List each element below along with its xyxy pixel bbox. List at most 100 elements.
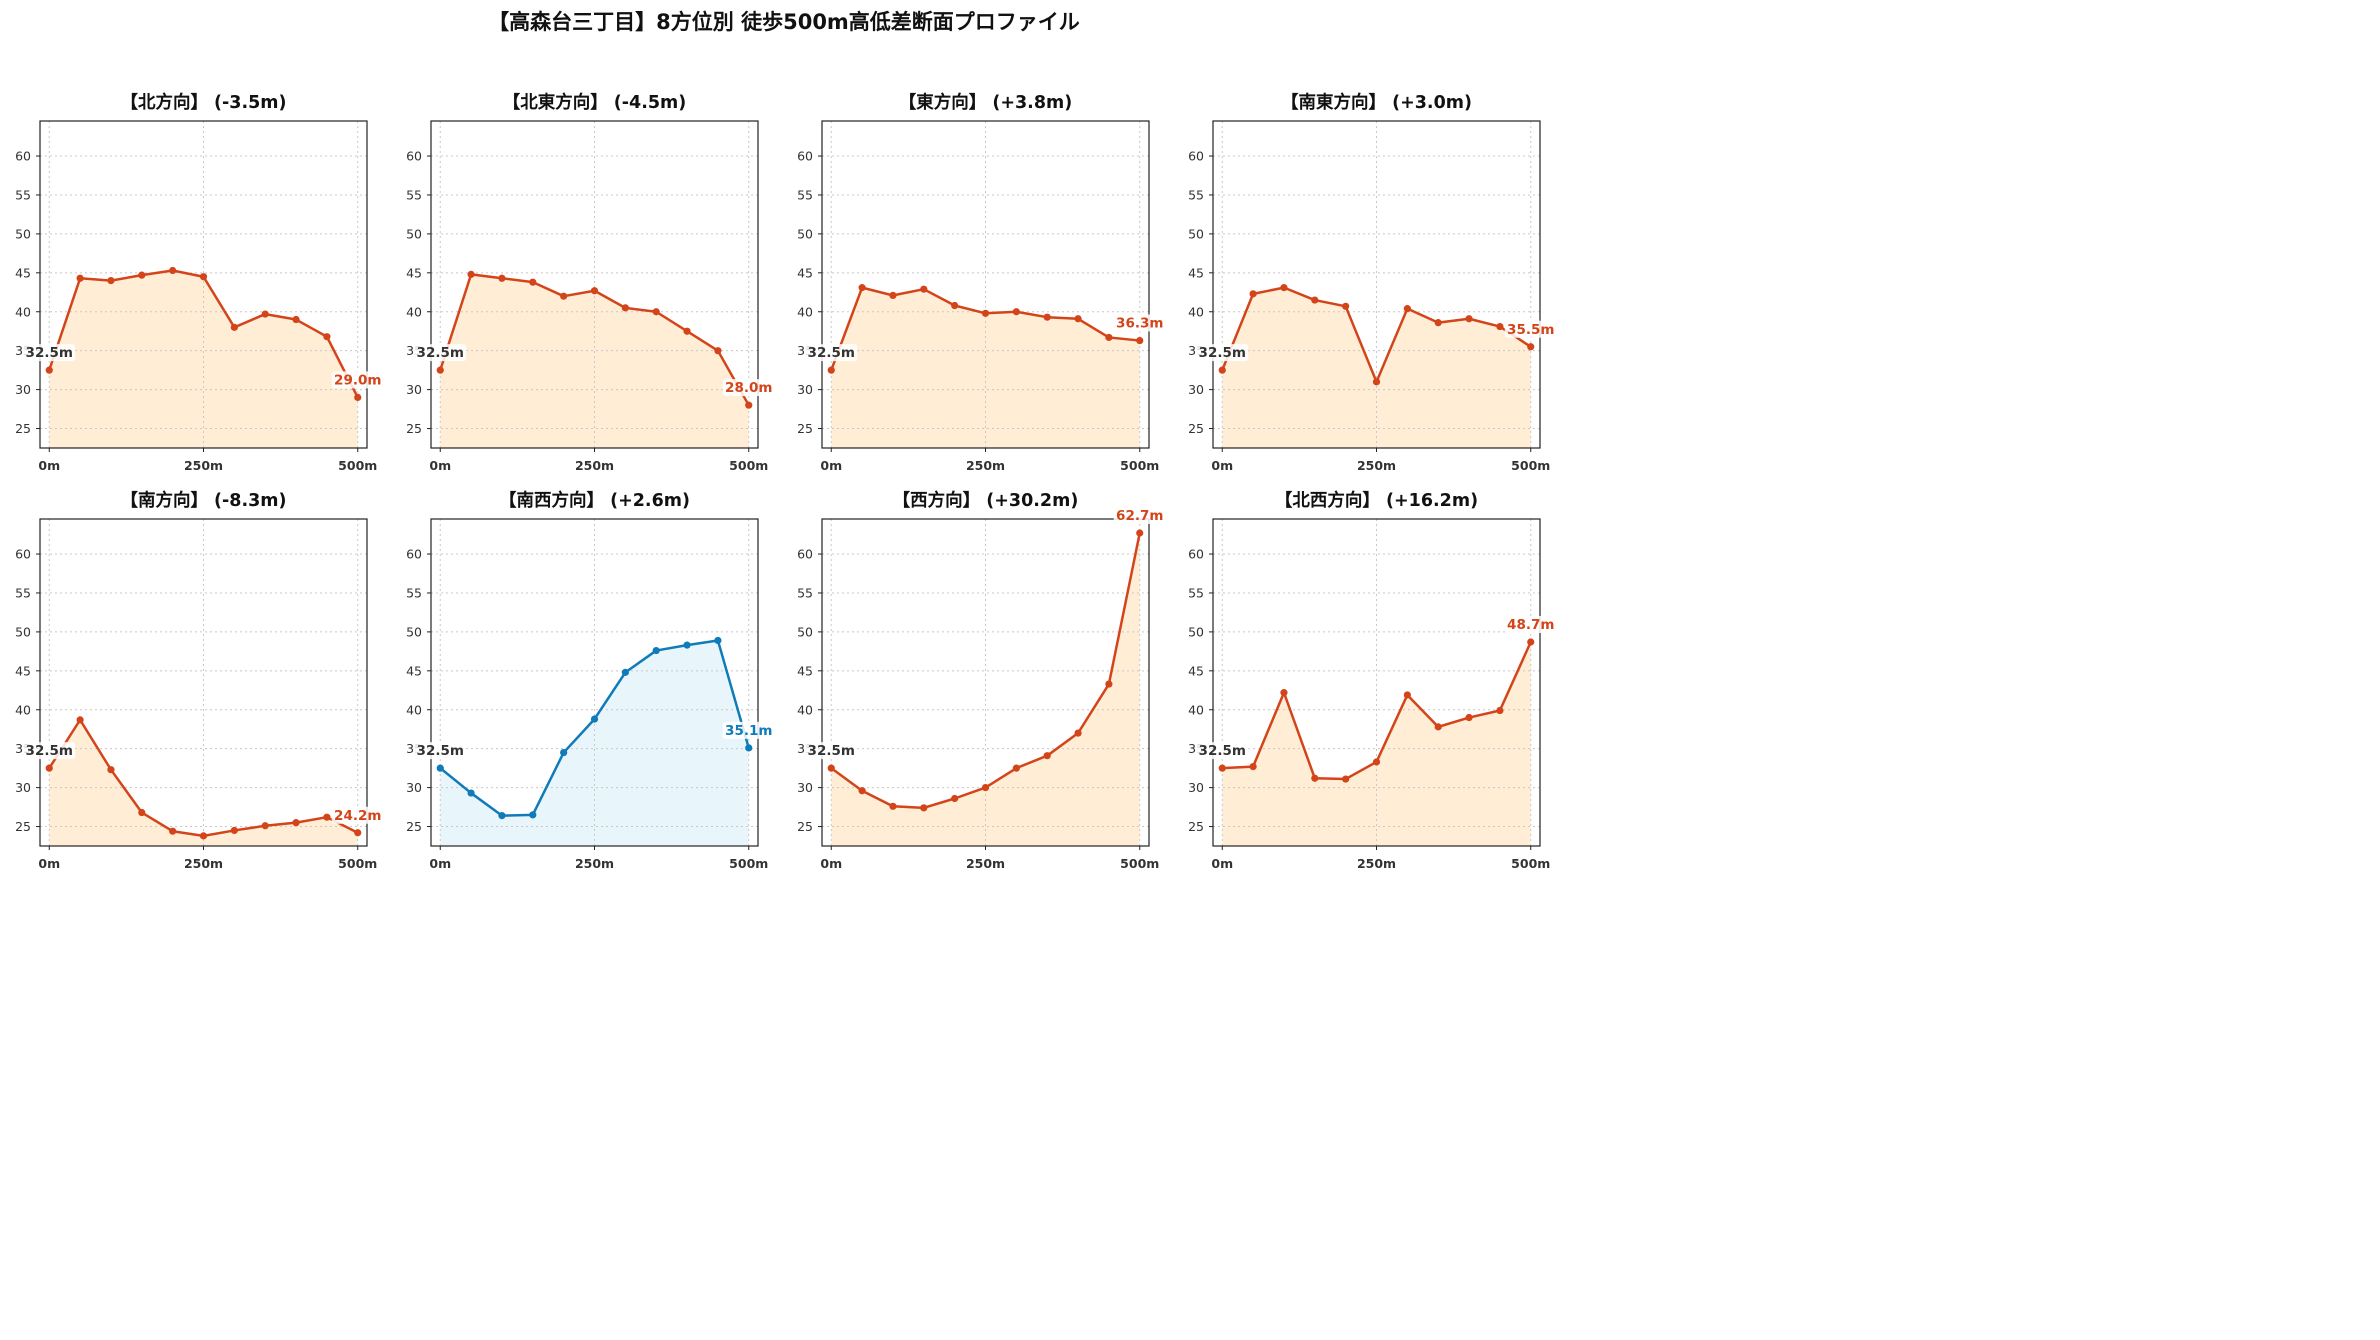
data-point: [920, 804, 928, 812]
y-tick-label: 60: [406, 149, 422, 164]
end-elevation-label: 48.7m: [1507, 617, 1554, 633]
elevation-area: [440, 640, 749, 846]
data-point: [858, 787, 866, 795]
x-tick-label: 500m: [338, 856, 377, 871]
data-point: [467, 789, 475, 797]
data-point: [107, 277, 115, 285]
data-point: [590, 287, 599, 295]
start-elevation-label: 32.5m: [417, 345, 464, 361]
end-elevation-label: 28.0m: [725, 380, 772, 396]
data-point: [138, 808, 146, 817]
y-tick-label: 50: [406, 624, 422, 639]
y-tick-label: 55: [797, 187, 813, 202]
x-tick-label: 0m: [820, 458, 842, 473]
data-point: [1434, 319, 1442, 327]
data-point: [714, 347, 722, 355]
x-tick-label: 0m: [820, 856, 842, 871]
data-point: [261, 310, 269, 318]
end-label-box: [722, 721, 775, 739]
y-tick-label: 25: [406, 819, 422, 834]
y-tick-label: 30: [15, 382, 31, 397]
start-elevation-label: 32.5m: [808, 743, 855, 759]
x-tick-label: 250m: [575, 458, 614, 473]
y-tick-label: 25: [1188, 421, 1204, 436]
data-point: [436, 366, 444, 374]
data-point: [920, 285, 928, 293]
x-tick-label: 0m: [429, 856, 451, 871]
data-point: [981, 784, 990, 792]
y-tick-label: 45: [15, 663, 31, 678]
y-tick-label: 60: [1188, 149, 1204, 164]
start-label-box: [23, 742, 76, 760]
end-label-box: [1113, 507, 1166, 525]
panel-title: 【西方向】 (+30.2m): [893, 490, 1079, 511]
data-point: [230, 826, 238, 835]
data-point: [261, 822, 269, 830]
y-tick-label: 30: [406, 382, 422, 397]
data-point: [498, 274, 506, 282]
data-point: [323, 333, 331, 341]
data-point: [354, 393, 362, 401]
y-tick-label: 30: [1188, 382, 1204, 397]
data-point: [436, 764, 444, 772]
data-point: [714, 636, 722, 645]
y-tick-label: 50: [797, 226, 813, 241]
x-tick-label: 250m: [575, 856, 614, 871]
x-tick-label: 250m: [966, 856, 1005, 871]
data-point: [107, 766, 115, 774]
panel-title: 【北西方向】 (+16.2m): [1275, 490, 1478, 511]
data-point: [45, 764, 53, 772]
y-tick-label: 25: [15, 819, 31, 834]
data-point: [1311, 774, 1319, 782]
data-point: [1136, 529, 1144, 537]
data-point: [652, 646, 660, 655]
data-point: [951, 794, 959, 803]
x-tick-label: 250m: [1357, 458, 1396, 473]
data-point: [76, 716, 84, 724]
data-point: [1403, 691, 1411, 699]
y-tick-label: 25: [1188, 819, 1204, 834]
panel-title: 【南東方向】 (+3.0m): [1281, 92, 1472, 113]
data-point: [1342, 302, 1350, 310]
x-tick-label: 500m: [729, 458, 768, 473]
y-tick-label: 55: [1188, 585, 1204, 600]
y-tick-label: 40: [1188, 702, 1204, 717]
start-label-box: [805, 742, 858, 760]
data-point: [1012, 308, 1020, 316]
y-tick-label: 30: [797, 382, 813, 397]
data-point: [621, 668, 629, 676]
panel-title: 【南方向】 (-8.3m): [120, 490, 286, 511]
panel-title: 【北東方向】 (-4.5m): [503, 92, 687, 113]
data-point: [1218, 764, 1226, 772]
data-point: [1496, 706, 1504, 715]
x-tick-label: 250m: [184, 856, 223, 871]
start-elevation-label: 32.5m: [1199, 743, 1246, 759]
end-label-box: [1504, 320, 1557, 338]
y-tick-label: 60: [797, 149, 813, 164]
data-point: [827, 764, 835, 772]
panel-title: 【北方向】 (-3.5m): [120, 92, 286, 113]
y-tick-label: 50: [406, 226, 422, 241]
data-point: [1342, 775, 1350, 783]
figure-title: 【高森台三丁目】8方位別 徒歩500m高低差断面プロファイル: [488, 10, 1080, 34]
start-label-box: [805, 344, 858, 362]
data-point: [1372, 758, 1381, 766]
y-tick-label: 55: [406, 585, 422, 600]
data-point: [45, 366, 53, 374]
start-label-box: [1196, 742, 1249, 760]
end-elevation-label: 35.5m: [1507, 322, 1554, 338]
data-point: [1249, 290, 1257, 298]
x-tick-label: 500m: [1511, 458, 1550, 473]
data-point: [354, 829, 362, 837]
y-tick-label: 30: [797, 780, 813, 795]
y-tick-label: 45: [406, 265, 422, 280]
y-tick-label: 30: [15, 780, 31, 795]
x-tick-label: 250m: [184, 458, 223, 473]
start-label-box: [23, 344, 76, 362]
data-point: [1527, 343, 1535, 351]
x-tick-label: 500m: [1511, 856, 1550, 871]
y-tick-label: 50: [15, 624, 31, 639]
y-tick-label: 45: [1188, 663, 1204, 678]
